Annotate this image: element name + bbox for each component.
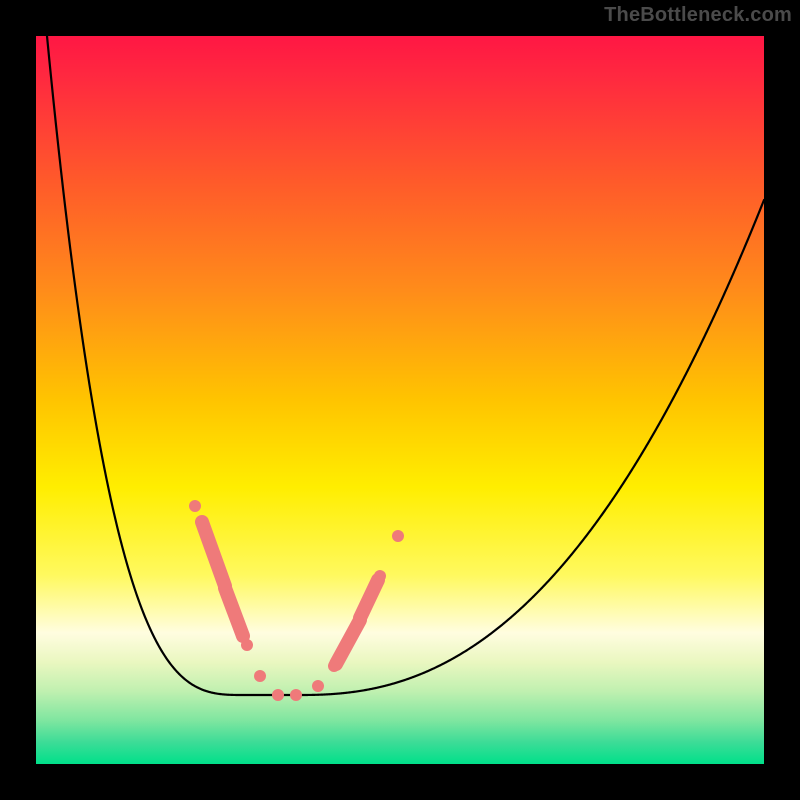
marker-disc [272, 689, 284, 701]
marker-disc [254, 670, 266, 682]
marker-pill [225, 588, 243, 636]
stage: TheBottleneck.com [0, 0, 800, 800]
marker-pill [336, 620, 360, 664]
marker-disc [374, 570, 386, 582]
markers-group [189, 500, 404, 701]
marker-disc [312, 680, 324, 692]
marker-pill [202, 522, 225, 586]
v-curve [47, 36, 764, 695]
plot-area [36, 36, 764, 764]
marker-disc [241, 639, 253, 651]
marker-disc [189, 500, 201, 512]
marker-disc [290, 689, 302, 701]
marker-disc [392, 530, 404, 542]
marker-pill [360, 580, 378, 618]
chart-svg [36, 36, 764, 764]
marker-disc [328, 660, 340, 672]
watermark-text: TheBottleneck.com [604, 4, 792, 27]
